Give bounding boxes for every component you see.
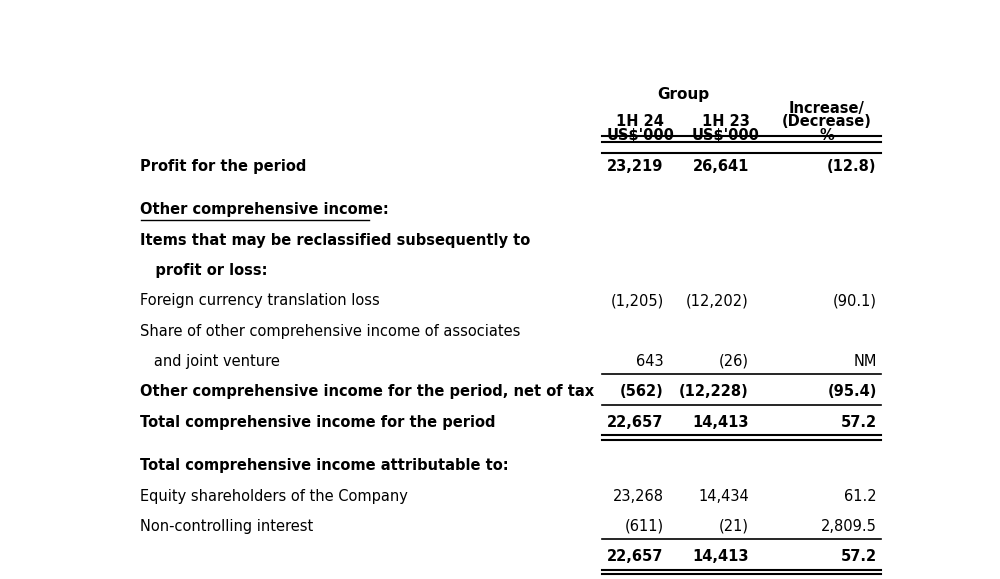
Text: profit or loss:: profit or loss:: [140, 263, 268, 278]
Text: (12,202): (12,202): [686, 294, 749, 308]
Text: (21): (21): [719, 519, 749, 534]
Text: Foreign currency translation loss: Foreign currency translation loss: [140, 294, 380, 308]
Text: 57.2: 57.2: [841, 415, 877, 430]
Text: 2,809.5: 2,809.5: [821, 519, 877, 534]
Text: Share of other comprehensive income of associates: Share of other comprehensive income of a…: [140, 324, 521, 339]
Text: Profit for the period: Profit for the period: [140, 159, 307, 174]
Text: (611): (611): [624, 519, 664, 534]
Text: 14,413: 14,413: [692, 549, 749, 564]
Text: 1H 24: 1H 24: [616, 114, 664, 129]
Text: 14,413: 14,413: [692, 415, 749, 430]
Text: (12,228): (12,228): [679, 384, 749, 400]
Text: and joint venture: and joint venture: [140, 354, 280, 369]
Text: (26): (26): [719, 354, 749, 369]
Text: NM: NM: [853, 354, 877, 369]
Text: Other comprehensive income for the period, net of tax: Other comprehensive income for the perio…: [140, 384, 595, 400]
Text: 22,657: 22,657: [607, 415, 664, 430]
Text: US$'000: US$'000: [692, 129, 760, 144]
Text: 61.2: 61.2: [844, 489, 877, 504]
Text: 1H 23: 1H 23: [702, 114, 750, 129]
Text: Total comprehensive income attributable to:: Total comprehensive income attributable …: [140, 458, 509, 473]
Text: 23,219: 23,219: [607, 159, 664, 174]
Text: Equity shareholders of the Company: Equity shareholders of the Company: [140, 489, 408, 504]
Text: 643: 643: [636, 354, 664, 369]
Text: Items that may be reclassified subsequently to: Items that may be reclassified subsequen…: [140, 233, 531, 248]
Text: Other comprehensive income:: Other comprehensive income:: [140, 202, 389, 217]
Text: (12.8): (12.8): [827, 159, 877, 174]
Text: (562): (562): [620, 384, 664, 400]
Text: 14,434: 14,434: [698, 489, 749, 504]
Text: Increase/: Increase/: [788, 101, 864, 116]
Text: Non-controlling interest: Non-controlling interest: [140, 519, 314, 534]
Text: US$'000: US$'000: [606, 129, 674, 144]
Text: Total comprehensive income for the period: Total comprehensive income for the perio…: [140, 415, 496, 430]
Text: 22,657: 22,657: [607, 549, 664, 564]
Text: 23,268: 23,268: [613, 489, 664, 504]
Text: 26,641: 26,641: [692, 159, 749, 174]
Text: (90.1): (90.1): [833, 294, 877, 308]
Text: %: %: [819, 129, 834, 144]
Text: (1,205): (1,205): [610, 294, 664, 308]
Text: (Decrease): (Decrease): [781, 114, 871, 129]
Text: (95.4): (95.4): [827, 384, 877, 400]
Text: Group: Group: [657, 87, 709, 102]
Text: 57.2: 57.2: [841, 549, 877, 564]
